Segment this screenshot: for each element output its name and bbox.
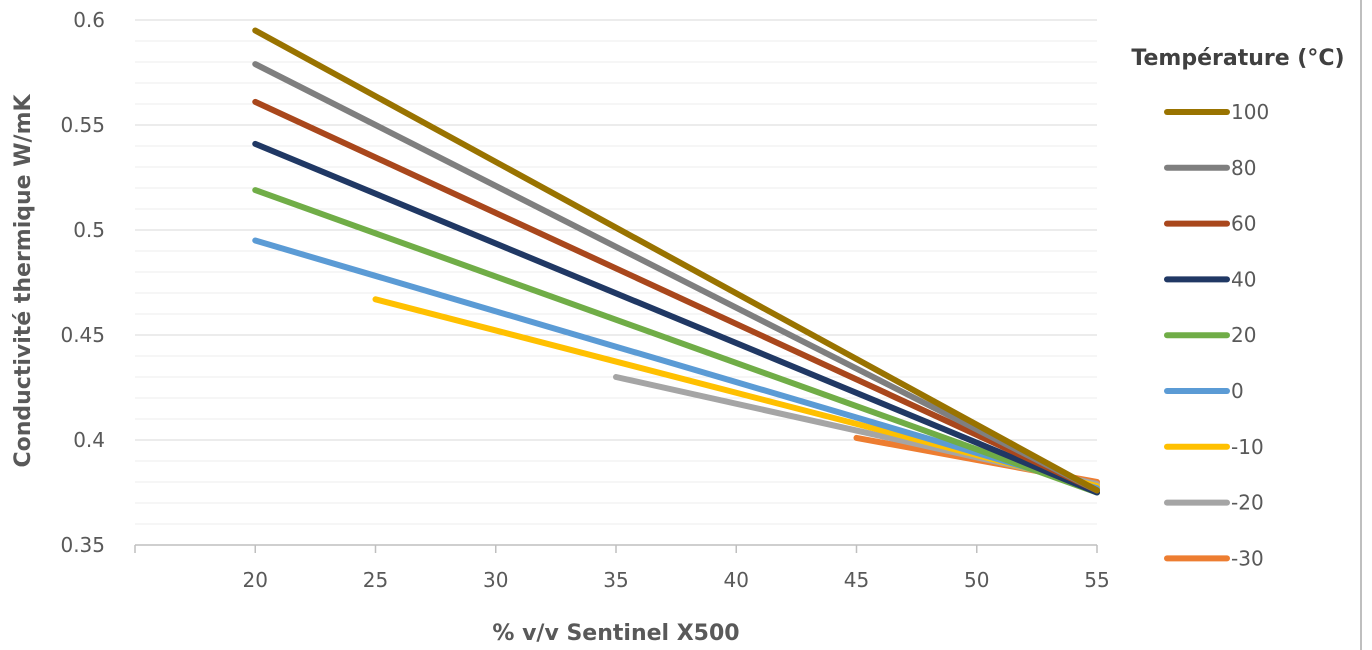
legend-label-100: 100	[1231, 100, 1269, 124]
y-axis-title: Conductivité thermique W/mK	[11, 94, 36, 468]
legend-label-40: 40	[1231, 267, 1256, 291]
x-tick-label: 35	[603, 568, 628, 592]
x-tick-label: 40	[724, 568, 749, 592]
y-tick-label: 0.55	[60, 113, 105, 137]
series-line-80	[252, 61, 1100, 494]
series-line-0	[252, 237, 1100, 492]
y-tick-label: 0.4	[73, 428, 105, 452]
legend-label--10: -10	[1231, 435, 1264, 459]
legend-label--20: -20	[1231, 491, 1264, 515]
legend-label-0: 0	[1231, 379, 1244, 403]
series-lines	[252, 27, 1100, 496]
legend-label--30: -30	[1231, 546, 1264, 570]
legend-label-80: 80	[1231, 156, 1256, 180]
x-tick-label: 30	[483, 568, 508, 592]
y-tick-label: 0.45	[60, 323, 105, 347]
y-tick-label: 0.35	[60, 533, 105, 557]
y-tick-label: 0.6	[73, 8, 105, 32]
legend-title: Température (°C)	[1131, 46, 1344, 71]
gridlines	[135, 19, 1097, 525]
x-tick-label: 45	[844, 568, 869, 592]
x-tick-label: 55	[1084, 568, 1109, 592]
x-axis-title: % v/v Sentinel X500	[492, 621, 739, 646]
legend-label-60: 60	[1231, 212, 1256, 236]
tick-labels: 20 25 30 35 40 45 50 55 0.35 0.4 0.45 0.5 0.55 0.6	[60, 8, 1109, 592]
legend: Température (°C) 100 80 60 40 20 0 -10 -20 -30	[1131, 46, 1344, 570]
series-line-20	[252, 187, 1100, 496]
legend-label-20: 20	[1231, 323, 1256, 347]
series-line-40	[252, 140, 1100, 496]
y-tick-label: 0.5	[73, 218, 105, 242]
series-line-100	[252, 27, 1100, 494]
x-tick-label: 20	[243, 568, 268, 592]
x-tick-label: 50	[964, 568, 989, 592]
axes	[134, 544, 1098, 553]
x-tick-label: 25	[363, 568, 388, 592]
series-line-60	[252, 98, 1100, 494]
